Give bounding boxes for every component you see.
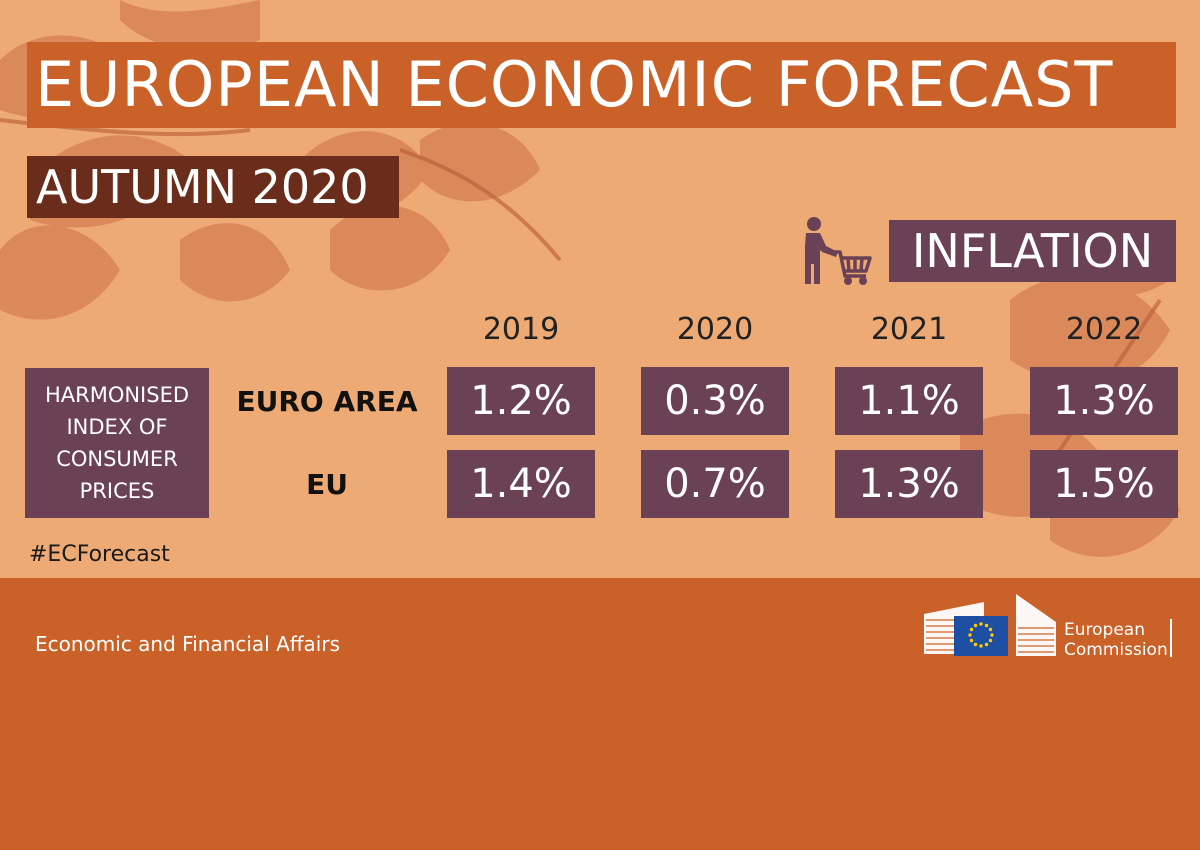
section-label: INFLATION [911,224,1154,278]
person-with-shopping-cart-icon [805,217,872,285]
value-cell-euro-area-2019: 1.2% [447,367,595,435]
row-label-euro-area: EURO AREA [236,385,418,418]
page-subtitle: AUTUMN 2020 [36,160,369,214]
page-title: EUROPEAN ECONOMIC FORECAST [35,48,1114,121]
logo-text-line: Commission [1064,640,1168,660]
european-commission-logo [924,594,1056,656]
year-header-2022: 2022 [1065,312,1143,347]
value-cell-euro-area-2022: 1.3% [1030,367,1178,435]
indicator-label-line: PRICES [79,479,155,503]
indicator-label-line: HARMONISED [44,383,190,407]
value-cell-eu-2021: 1.3% [835,450,983,518]
indicator-label-line: CONSUMER [56,447,178,471]
value-cell-euro-area-2021: 1.1% [835,367,983,435]
value-cell-eu-2022: 1.5% [1030,450,1178,518]
year-header-2021: 2021 [870,312,948,347]
logo-divider [1170,619,1172,657]
logo-text-line: European [1064,620,1145,640]
subtitle-banner [27,156,399,218]
indicator-label-box [25,368,209,518]
year-header-2020: 2020 [676,312,754,347]
section-label-box [889,220,1176,282]
row-label-eu: EU [306,468,348,501]
hashtag: #ECForecast [29,542,170,567]
year-header-2019: 2019 [482,312,560,347]
department-name: Economic and Financial Affairs [35,632,341,656]
title-banner [27,42,1176,128]
indicator-label-line: INDEX OF [66,415,168,439]
value-cell-euro-area-2020: 0.3% [641,367,789,435]
value-cell-eu-2020: 0.7% [641,450,789,518]
value-cell-eu-2019: 1.4% [447,450,595,518]
